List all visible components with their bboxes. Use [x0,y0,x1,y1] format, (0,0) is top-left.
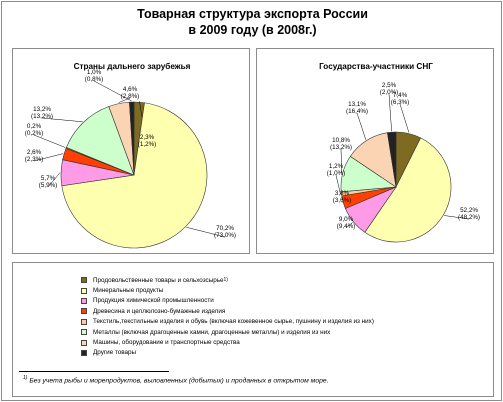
legend-swatch [81,318,87,325]
pie-slice-7 [129,101,135,176]
legend-label: Продовольственные товары и сельхозсырье [93,276,224,284]
pie-slice-7 [387,131,397,188]
pie-leader-1 [186,226,226,238]
legend-swatch [81,339,87,346]
legend-swatch [81,287,87,294]
pie-data-label-0: 2,3% (1,2%) [138,134,157,148]
pie-leader-2 [345,222,353,229]
legend-swatch [81,349,87,356]
panel-cis: Государства-участники СНГ 7,4% (6,3%) 52,2%… [256,48,494,254]
pie-title: Страны дальнего зарубежья [74,61,191,71]
pie-chart-far-abroad: Страны дальнего зарубежья 2,3% (1,2%) 70,2%… [25,61,236,249]
legend-item: Древесина и целлюлозно-бумажные изделия [81,306,374,316]
legend-item: Минеральные продукты [81,285,374,295]
pie-leader-3 [33,153,64,162]
pie-chart-cis: Государства-участники СНГ 7,4% (6,3%) 52,2%… [319,62,480,243]
pie-leader-0 [399,103,410,133]
legend: Продовольственные товары и сельхозсырье 1… [81,275,374,358]
legend-box: Продовольственные товары и сельхозсырье 1… [12,262,494,397]
legend-label: Металлы (включая драгоценные камни, драг… [93,328,331,336]
pie-data-label-6: 13,1% (16,4%) [346,101,368,115]
pie-data-label-7: 2,5% (2,0%) [380,82,399,96]
pie-slice-5 [66,106,135,176]
footnote-text: Без учета рыбы и морепродуктов, выловлен… [27,377,329,385]
panel-far-abroad: Страны дальнего зарубежья 2,3% (1,2%) 70,2%… [12,48,250,254]
pie-leader-7 [388,93,392,132]
pie-slice-1 [364,137,452,243]
legend-item: Продовольственные товары и сельхозсырье 1… [81,275,374,285]
legend-item: Машины, оборудование и транспортные сред… [81,337,374,347]
pie-data-label-1: 52,2% (48,2%) [458,207,480,221]
pie-title: Государства-участники СНГ [319,62,433,71]
legend-label: Продукция химической промышленности [93,297,214,305]
legend-item: Продукция химической промышленности [81,296,374,306]
pie-leader-6 [356,112,367,140]
pie-leader-4 [335,174,341,195]
legend-label: Минеральные продукты [93,287,164,295]
legend-swatch [81,308,87,315]
legend-label: Древесина и целлюлозно-бумажные изделия [93,307,226,315]
pie-data-label-0: 7,4% (6,3%) [391,92,410,106]
legend-label: Текстиль,текстильные изделия и обувь (вк… [93,318,374,326]
pie-data-label-1: 70,2% (73,0%) [214,225,236,239]
legend-item: Другие товары [81,348,374,358]
pie-data-label-4: 1,2% (1,0%) [327,163,346,177]
pie-leader-1 [444,215,470,220]
legend-item: Текстиль,текстильные изделия и обувь (вк… [81,317,374,327]
legend-swatch [81,277,87,284]
pie-leader-4 [33,134,66,148]
legend-label: Машины, оборудование и транспортные сред… [93,339,240,347]
figure-title-line1: Товарная структура экспорта России [137,7,368,21]
footnote-rule [19,371,169,372]
legend-item: Металлы (включая драгоценные камни, драг… [81,327,374,337]
pie-data-label-6: 4,6% (2,8%) [121,86,140,100]
legend-footnote-marker: 1) [223,277,228,284]
legend-swatch [81,297,87,304]
footnote-marker: 1) [23,375,28,381]
legend-swatch [81,329,87,336]
footnote: 1) Без учета рыбы и морепродуктов, вылов… [23,375,329,384]
pie-data-label-5: 13,2% (13,2%) [31,106,53,120]
pie-data-label-3: 3,8% (3,6%) [333,190,352,204]
pie-leader-7 [93,80,132,102]
figure-title: Товарная структура экспорта России в 200… [2,6,503,38]
legend-label: Другие товары [93,349,137,357]
pie-data-label-5: 10,8% (13,2%) [330,137,352,151]
figure-title-line2: в 2009 году (в 2008г.) [188,23,317,37]
pie-data-label-3: 2,6% (2,3%) [25,149,44,163]
pie-leader-5 [41,117,83,123]
pie-data-label-7: 1,0% (0,8%) [85,69,104,83]
pie-data-label-2: 9,0% (9,4%) [337,216,356,230]
pie-data-label-2: 5,7% (5,9%) [39,175,58,189]
pie-leader-2 [47,172,61,188]
pie-data-label-4: 0,2% (0,2%) [25,123,44,137]
pie-leader-6 [118,97,131,103]
pie-leader-5 [340,148,343,174]
